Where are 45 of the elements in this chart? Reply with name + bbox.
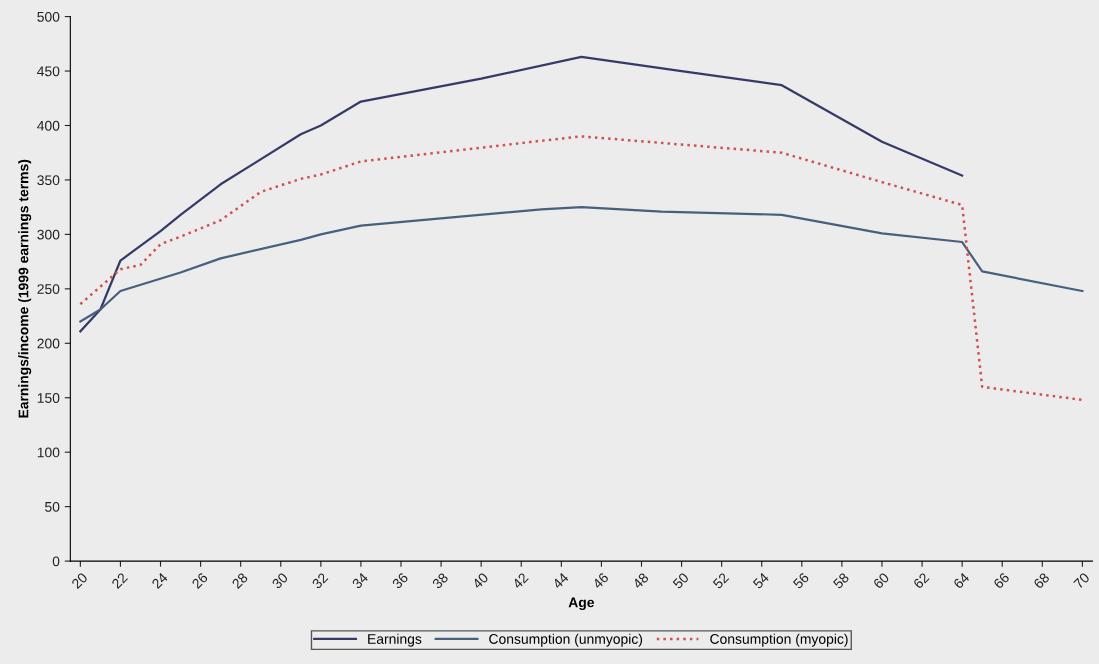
legend-label: Consumption (myopic) (710, 633, 848, 647)
x-tick-label: 24 (151, 572, 169, 590)
x-tick-label: 30 (271, 572, 289, 590)
y-tick-label: 200 (37, 338, 60, 349)
x-tick-label: 66 (992, 572, 1010, 590)
y-tick-label: 350 (37, 175, 60, 186)
y-axis-title: Earnings/income (1999 earnings terms) (18, 159, 32, 418)
x-tick-label: 48 (631, 572, 650, 590)
y-tick-label: 450 (37, 66, 60, 77)
y-tick-label: 250 (37, 284, 60, 295)
y-tick-label: 0 (52, 556, 60, 567)
x-tick-label: 64 (952, 572, 970, 590)
x-tick-label: 62 (912, 572, 930, 590)
x-tick-label: 46 (591, 572, 610, 590)
x-tick-label: 22 (111, 572, 128, 590)
x-tick-label: 36 (391, 572, 409, 590)
x-tick-label: 60 (872, 572, 890, 590)
x-tick-label: 44 (551, 572, 570, 590)
x-tick-label: 68 (1033, 572, 1050, 590)
legend-label: Earnings (368, 633, 422, 647)
x-tick-label: 38 (431, 572, 449, 590)
y-tick-label: 400 (37, 120, 60, 131)
x-tick-label: 56 (792, 572, 810, 590)
x-tick-label: 28 (231, 572, 249, 590)
x-tick-label: 34 (351, 572, 369, 590)
line-series (79, 135, 1084, 402)
line-series (79, 206, 1084, 323)
legend-label: Consumption (unmyopic) (489, 633, 643, 647)
y-tick-label: 150 (37, 393, 60, 403)
x-tick-label: 32 (311, 572, 329, 590)
x-tick-label: 50 (672, 572, 690, 590)
x-tick-label: 42 (511, 572, 529, 590)
x-tick-label: 58 (832, 572, 850, 590)
x-tick-label: 54 (752, 572, 770, 590)
x-tick-label: 26 (191, 572, 209, 590)
x-tick-label: 70 (1073, 572, 1091, 590)
x-tick-label: 40 (471, 572, 489, 590)
y-tick-label: 100 (37, 447, 60, 458)
x-tick-label: 20 (71, 572, 89, 590)
x-axis-title: Age (568, 597, 595, 611)
line-series (79, 55, 964, 333)
y-tick-label: 50 (45, 501, 60, 512)
y-tick-label: 300 (37, 229, 60, 240)
y-tick-label: 500 (37, 11, 60, 22)
x-tick-label: 52 (712, 572, 730, 590)
